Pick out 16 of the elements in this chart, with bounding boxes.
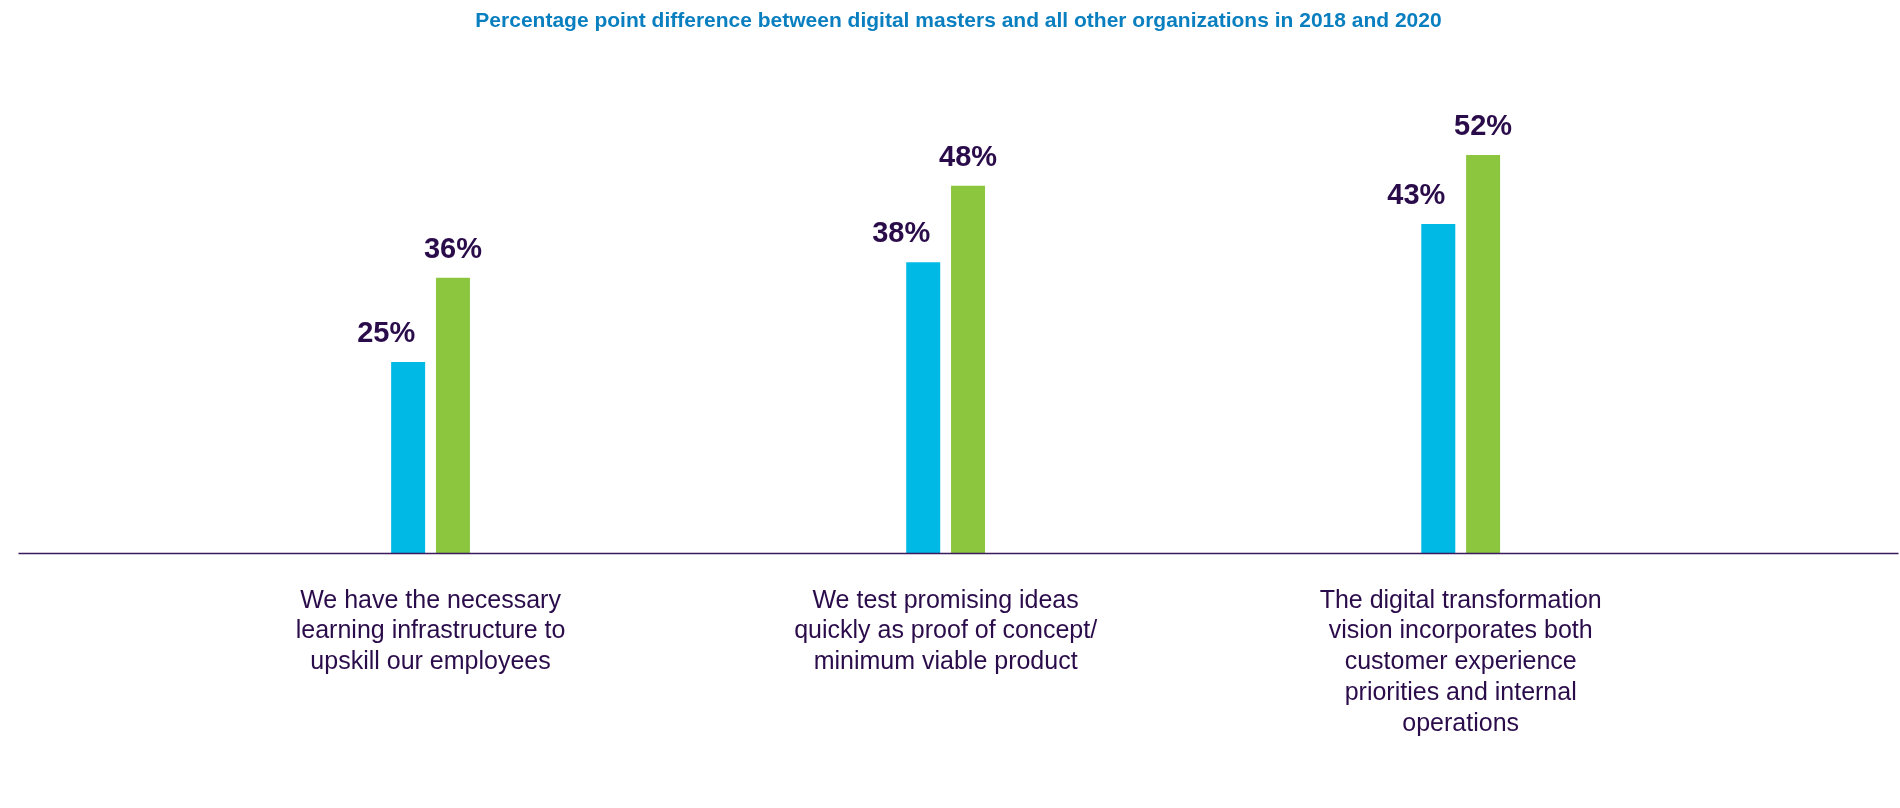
- data-label: 25%: [357, 315, 416, 348]
- bar: [391, 361, 426, 554]
- x-tick-label: We test promising ideas quickly as proof of concept/ minimum viable product: [794, 584, 1098, 675]
- bar: [906, 262, 941, 554]
- data-label: 36%: [423, 231, 483, 264]
- data-label: 52%: [1454, 109, 1513, 142]
- x-tick-label: We have the necessary learning infrastructure to upskill our employees: [295, 584, 566, 675]
- data-label: 38%: [872, 216, 931, 249]
- bar: [435, 277, 470, 554]
- bar: [951, 185, 986, 554]
- x-tick-label: The digital transformation vision incorporates both customer experience priorities and internal operations: [1319, 584, 1602, 736]
- chart-title: Percentage point difference between digital masters and all other organizations in 2018 and 2020: [475, 7, 1442, 31]
- bar: [1466, 155, 1501, 554]
- data-label: 43%: [1387, 178, 1446, 210]
- data-label: 48%: [939, 139, 998, 172]
- bar: [1421, 224, 1456, 554]
